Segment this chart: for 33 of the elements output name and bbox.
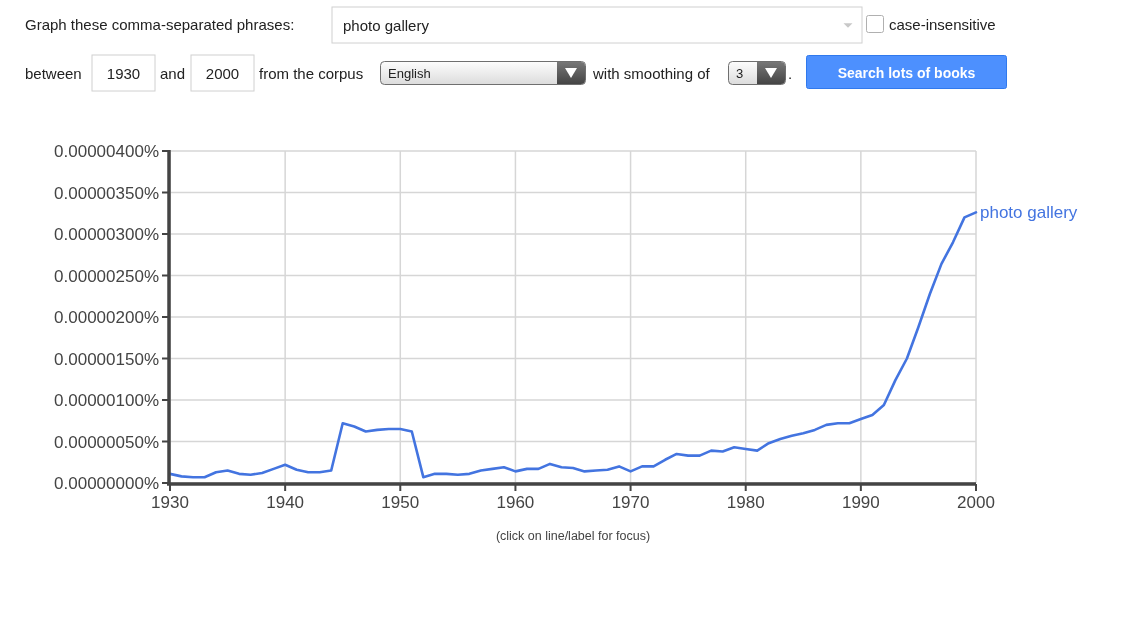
y-tick-label: 0.00000050% bbox=[54, 432, 159, 452]
x-tick-label: 1990 bbox=[841, 493, 880, 512]
text: English bbox=[388, 66, 431, 81]
x-tick-label: 1980 bbox=[726, 493, 765, 512]
text: with smoothing of bbox=[592, 65, 711, 82]
text: 2000 bbox=[205, 65, 240, 82]
y-tick-label: 0.00000400% bbox=[54, 142, 159, 162]
x-tick-label: 1970 bbox=[611, 493, 650, 512]
x-tick-label: 1960 bbox=[496, 493, 535, 512]
text: from the corpus bbox=[259, 65, 364, 82]
text: Search lots of books bbox=[837, 65, 976, 81]
y-tick-label: 0.00000250% bbox=[54, 266, 159, 286]
y-tick-label: 0.00000300% bbox=[54, 225, 159, 245]
series-label: photo gallery bbox=[980, 203, 1078, 223]
y-tick-label: 0.00000100% bbox=[54, 391, 159, 411]
x-tick-label: 1930 bbox=[151, 493, 189, 512]
x-tick-label: 1940 bbox=[266, 493, 305, 512]
text: 3 bbox=[736, 66, 744, 81]
text: between bbox=[25, 65, 82, 82]
text: . bbox=[788, 65, 793, 82]
text: Graph these comma-separated phrases: bbox=[25, 16, 295, 33]
y-tick-label: 0.00000000% bbox=[54, 474, 159, 494]
x-tick-label: 1950 bbox=[381, 493, 420, 512]
y-tick-label: 0.00000200% bbox=[54, 308, 159, 328]
text: case-insensitive bbox=[889, 16, 996, 33]
y-tick-label: 0.00000350% bbox=[54, 183, 159, 203]
y-tick-label: 0.00000150% bbox=[54, 349, 159, 369]
line-series bbox=[168, 211, 978, 479]
text: (click on line/label for focus) bbox=[495, 529, 651, 543]
text: photo gallery bbox=[343, 17, 430, 34]
text: and bbox=[160, 65, 186, 82]
x-tick-label: 2000 bbox=[957, 493, 995, 512]
text: 1930 bbox=[106, 65, 141, 82]
